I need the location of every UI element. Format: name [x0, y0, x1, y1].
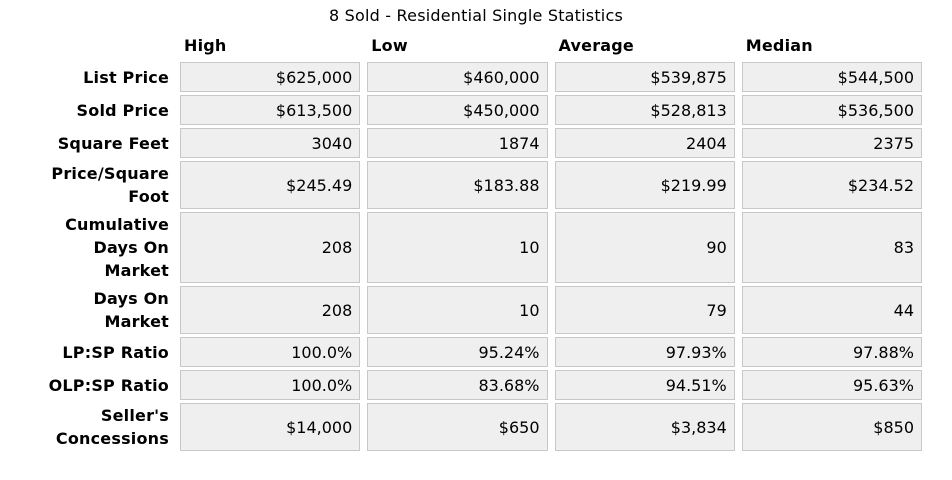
stat-cell: $625,000 — [180, 62, 361, 92]
stat-cell: $850 — [741, 403, 922, 451]
statistics-table: High Low Average Median List Price $625,… — [0, 34, 922, 451]
stat-cell: 97.88% — [741, 337, 922, 367]
stat-cell: 100.0% — [180, 370, 361, 400]
column-header-low: Low — [371, 36, 408, 55]
stat-cell: 94.51% — [554, 370, 735, 400]
stat-cell: 83.68% — [367, 370, 548, 400]
stat-cell: $539,875 — [554, 62, 735, 92]
stat-cell: $528,813 — [554, 95, 735, 125]
stat-cell: 3040 — [180, 128, 361, 158]
stat-cell: 208 — [180, 212, 361, 283]
stat-cell: $14,000 — [180, 403, 361, 451]
stat-cell: 79 — [554, 286, 735, 334]
corner-spacer — [0, 34, 173, 59]
stat-cell: 1874 — [367, 128, 548, 158]
stat-cell: $650 — [367, 403, 548, 451]
stat-cell: $536,500 — [741, 95, 922, 125]
row-label-price-per-square-foot: Price/Square Foot — [51, 164, 169, 206]
stat-cell: 10 — [367, 212, 548, 283]
stat-cell: $544,500 — [741, 62, 922, 92]
column-header-high: High — [184, 36, 227, 55]
stat-cell: $450,000 — [367, 95, 548, 125]
stat-cell: 44 — [741, 286, 922, 334]
stat-cell: 208 — [180, 286, 361, 334]
stat-cell: 95.24% — [367, 337, 548, 367]
row-label-cumulative-days-on-market: Cumulative Days On Market — [65, 215, 169, 280]
row-label-sold-price: Sold Price — [76, 100, 169, 120]
stat-cell: $219.99 — [554, 161, 735, 209]
row-label-square-feet: Square Feet — [57, 133, 169, 153]
row-label-sellers-concessions: Seller's Concessions — [55, 406, 169, 448]
column-header-average: Average — [558, 36, 634, 55]
stat-cell: $245.49 — [180, 161, 361, 209]
stat-cell: $234.52 — [741, 161, 922, 209]
report-title: 8 Sold - Residential Single Statistics — [329, 6, 623, 25]
stat-cell: 2404 — [554, 128, 735, 158]
stat-cell: 97.93% — [554, 337, 735, 367]
row-label-lp-sp-ratio: LP:SP Ratio — [62, 342, 169, 362]
stat-cell: 100.0% — [180, 337, 361, 367]
row-label-list-price: List Price — [83, 67, 169, 87]
stat-cell: 2375 — [741, 128, 922, 158]
column-header-median: Median — [745, 36, 813, 55]
stat-cell: 95.63% — [741, 370, 922, 400]
stat-cell: $3,834 — [554, 403, 735, 451]
stat-cell: 90 — [554, 212, 735, 283]
stat-cell: $183.88 — [367, 161, 548, 209]
stat-cell: $613,500 — [180, 95, 361, 125]
row-label-days-on-market: Days On Market — [93, 289, 169, 331]
stat-cell: 10 — [367, 286, 548, 334]
row-label-olp-sp-ratio: OLP:SP Ratio — [48, 375, 169, 395]
stat-cell: 83 — [741, 212, 922, 283]
stat-cell: $460,000 — [367, 62, 548, 92]
